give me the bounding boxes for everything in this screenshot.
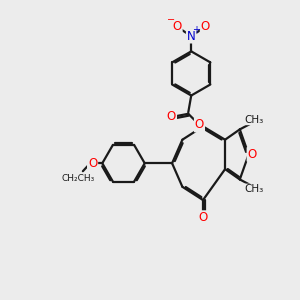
Text: O: O bbox=[195, 118, 204, 131]
Text: CH₂CH₃: CH₂CH₃ bbox=[61, 174, 94, 183]
Text: O: O bbox=[248, 148, 257, 161]
Text: CH₃: CH₃ bbox=[244, 115, 263, 125]
Text: O: O bbox=[201, 20, 210, 33]
Text: CH₃: CH₃ bbox=[244, 184, 263, 194]
Text: N: N bbox=[187, 30, 196, 43]
Text: O: O bbox=[167, 110, 176, 123]
Text: +: + bbox=[192, 25, 200, 34]
Text: O: O bbox=[88, 157, 97, 170]
Text: O: O bbox=[198, 211, 208, 224]
Text: −: − bbox=[167, 15, 175, 25]
Text: O: O bbox=[172, 20, 182, 33]
